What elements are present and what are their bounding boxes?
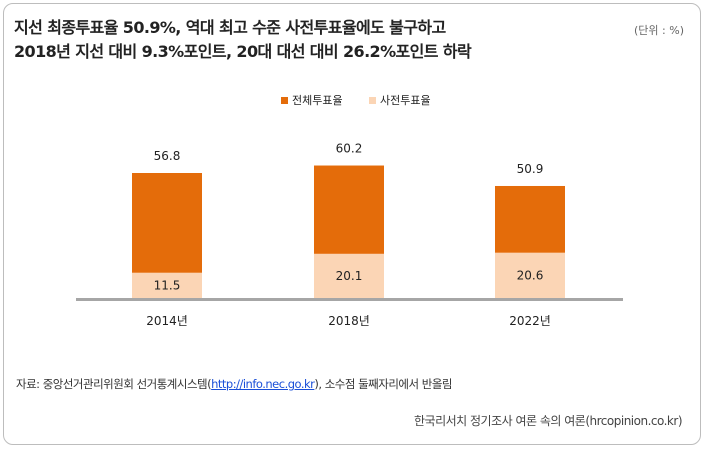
source-note: 자료: 중앙선거관리위원회 선거통계시스템(http://info.nec.go… — [16, 376, 452, 392]
legend-swatch-early — [369, 97, 376, 104]
label-total-2: 60.2 — [336, 142, 363, 156]
x-tick-label-1: 2014년 — [146, 314, 188, 328]
label-early-3: 20.6 — [517, 268, 544, 282]
legend-label-total: 전체투표율 — [292, 94, 343, 107]
chart-title: 지선 최종투표율 50.9%, 역대 최고 수준 사전투표율에도 불구하고 20… — [14, 16, 472, 64]
title-line-1: 지선 최종투표율 50.9%, 역대 최고 수준 사전투표율에도 불구하고 — [14, 18, 446, 37]
label-total-1: 56.8 — [154, 149, 181, 163]
bar-early-3 — [495, 252, 565, 298]
source-prefix: 자료: 중앙선거관리위원회 선거통계시스템( — [16, 377, 212, 391]
source-suffix: ), 소수점 둘째자리에서 반올림 — [314, 377, 452, 391]
source-link[interactable]: http://info.nec.go.kr — [211, 377, 315, 391]
legend-label-early: 사전투표율 — [380, 94, 431, 107]
unit-label: (단위 : %) — [634, 24, 684, 37]
bar-early-2 — [314, 253, 384, 298]
legend-swatch-total — [281, 97, 288, 104]
label-early-1: 11.5 — [154, 278, 181, 292]
title-line-2: 2018년 지선 대비 9.3%포인트, 20대 대선 대비 26.2%포인트 … — [14, 42, 472, 61]
bar-early-1 — [132, 272, 202, 298]
label-early-2: 20.1 — [336, 269, 363, 283]
label-total-3: 50.9 — [517, 162, 544, 176]
x-axis-baseline — [76, 298, 623, 301]
credit-line: 한국리서치 정기조사 여론 속의 여론(hrcopinion.co.kr) — [413, 414, 683, 428]
x-tick-label-2: 2018년 — [328, 314, 370, 328]
x-tick-label-3: 2022년 — [509, 314, 551, 328]
